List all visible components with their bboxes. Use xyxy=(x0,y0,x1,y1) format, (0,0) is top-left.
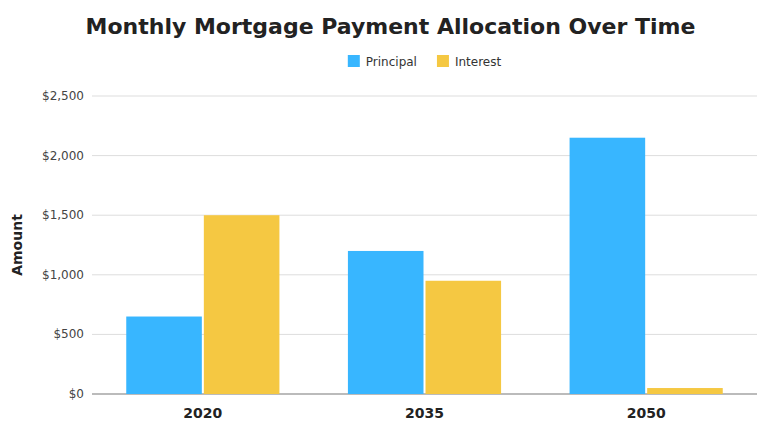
x-axis: 2020 2035 2050 xyxy=(183,405,666,421)
bar xyxy=(426,281,502,394)
legend-swatch xyxy=(437,55,449,67)
y-axis-label: Amount xyxy=(9,214,25,276)
bar xyxy=(570,138,646,394)
y-tick-label: $500 xyxy=(53,327,84,341)
bars xyxy=(126,138,723,394)
chart: Monthly Mortgage Payment Allocation Over… xyxy=(0,0,781,438)
chart-container: Monthly Mortgage Payment Allocation Over… xyxy=(0,0,781,438)
x-tick-label: 2050 xyxy=(627,405,666,421)
grid-line xyxy=(92,96,757,97)
legend-item: Principal xyxy=(348,55,417,69)
bar xyxy=(126,317,202,394)
legend-swatch xyxy=(348,55,360,67)
legend: Principal Interest xyxy=(348,55,502,69)
x-tick-label: 2035 xyxy=(405,405,444,421)
y-tick-label: $1,000 xyxy=(42,268,84,282)
bar xyxy=(348,251,424,394)
grid-line xyxy=(92,274,757,275)
y-axis: $0 $500 $1,000 $1,500 $2,000 $2,500 xyxy=(42,89,757,401)
y-tick-label: $1,500 xyxy=(42,208,84,222)
y-tick-label: $0 xyxy=(69,387,84,401)
bar xyxy=(204,215,280,394)
grid-line xyxy=(92,215,757,216)
legend-item: Interest xyxy=(437,55,502,69)
title: Monthly Mortgage Payment Allocation Over… xyxy=(86,14,696,39)
y-tick-label: $2,000 xyxy=(42,149,84,163)
bar xyxy=(647,388,723,394)
y-tick-label: $2,500 xyxy=(42,89,84,103)
x-tick-label: 2020 xyxy=(183,405,222,421)
legend-label: Interest xyxy=(455,55,502,69)
grid-line xyxy=(92,155,757,156)
legend-label: Principal xyxy=(366,55,417,69)
